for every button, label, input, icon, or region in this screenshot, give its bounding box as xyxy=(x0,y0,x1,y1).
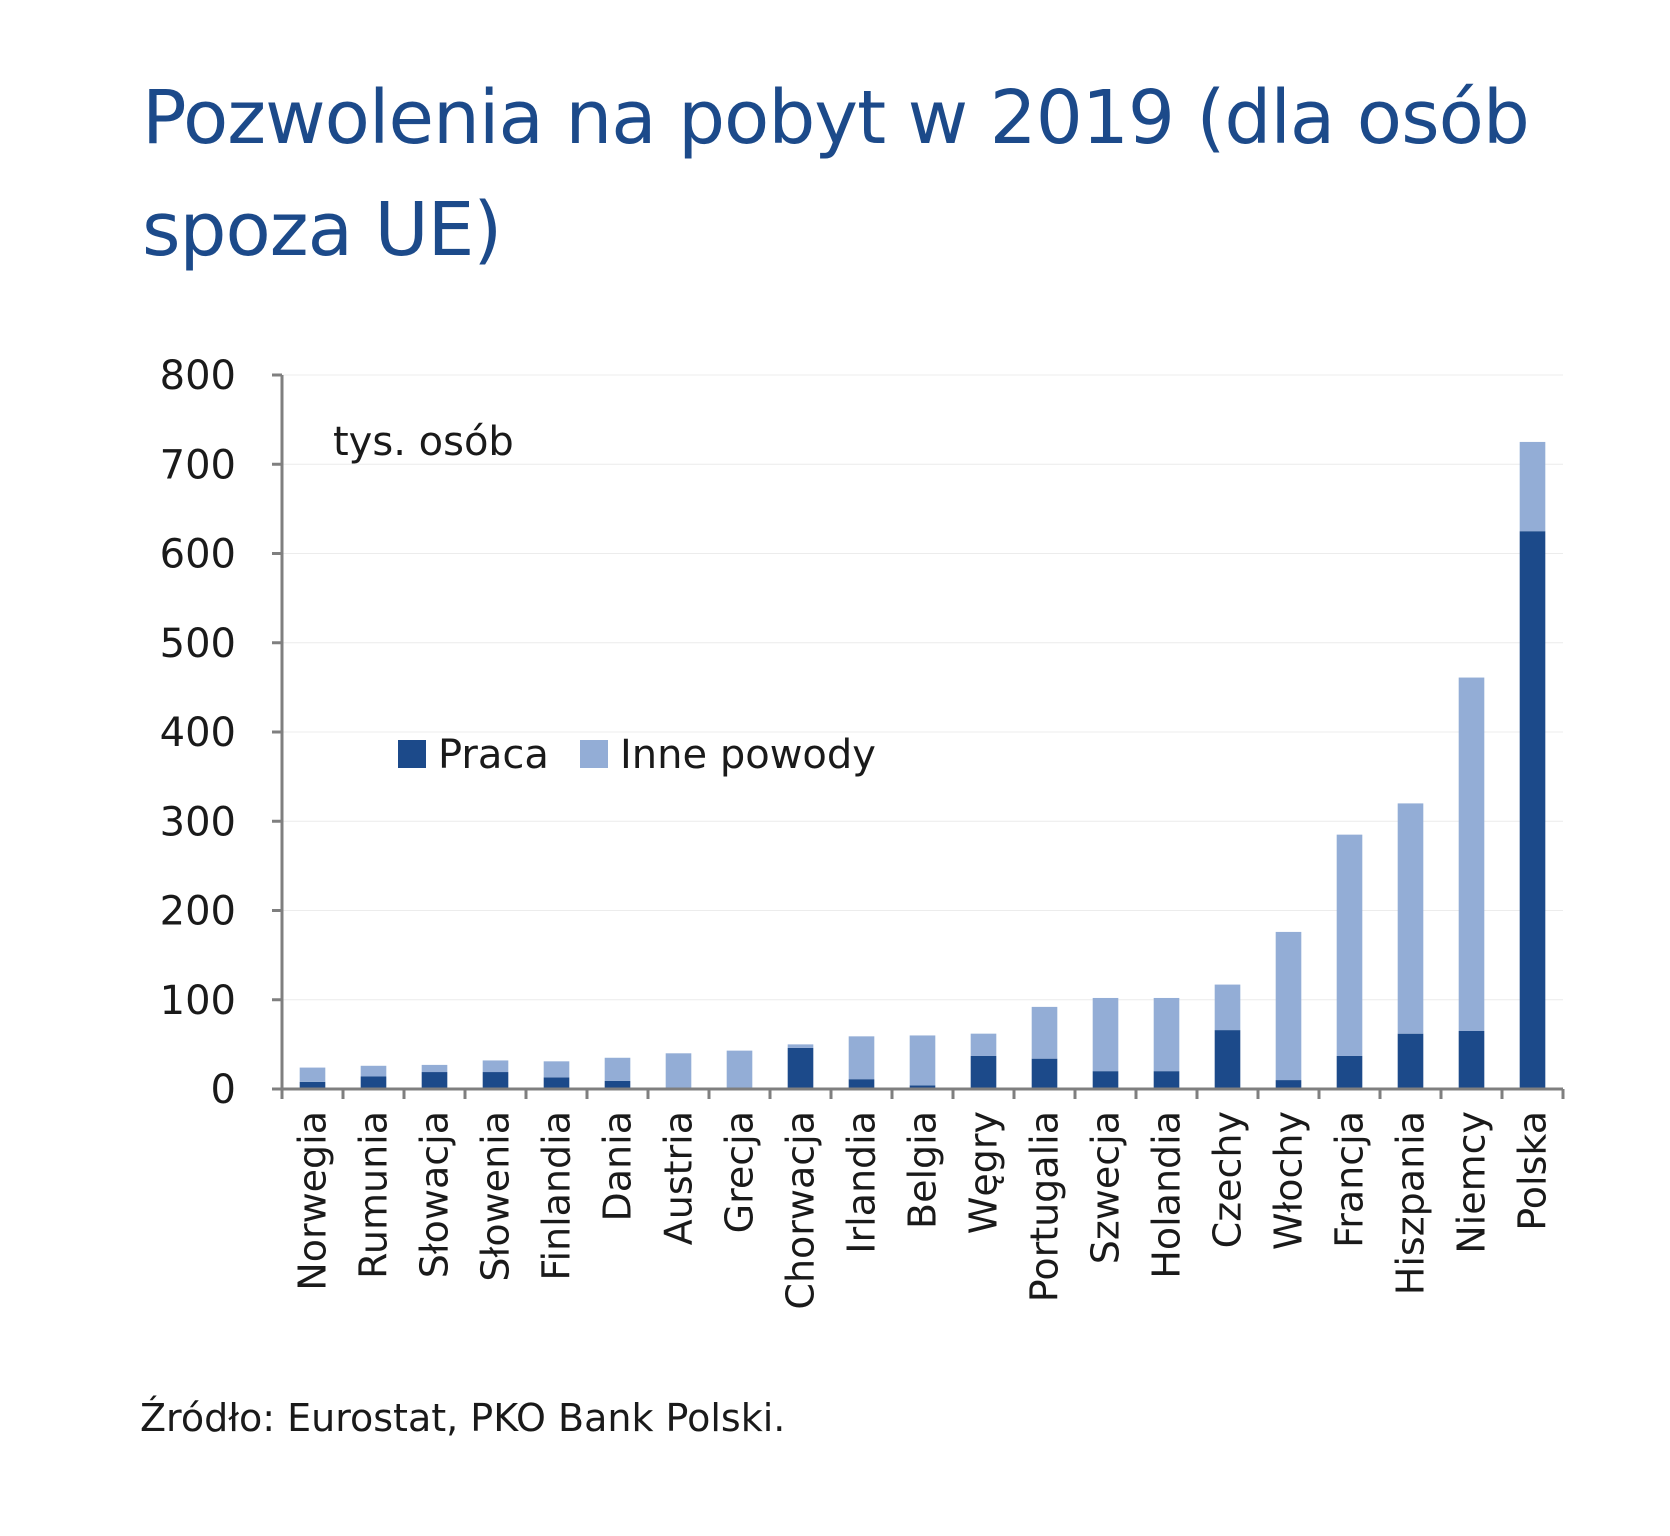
x-category-label: Belgia xyxy=(901,1111,945,1229)
legend: Praca Inne powody xyxy=(398,732,876,778)
bar-inne-powody xyxy=(299,1067,326,1082)
y-tick-label: 400 xyxy=(160,710,236,756)
y-tick-label: 700 xyxy=(160,442,236,488)
bar-praca xyxy=(299,1081,326,1089)
bar-praca xyxy=(604,1080,631,1089)
bar-inne-powody xyxy=(1336,834,1363,1056)
bar-praca xyxy=(1153,1071,1180,1089)
legend-label-praca: Praca xyxy=(438,732,549,778)
y-tick-label: 0 xyxy=(211,1067,236,1113)
x-category-label: Dania xyxy=(596,1111,640,1221)
bar-inne-powody xyxy=(1153,997,1180,1072)
bar-praca xyxy=(970,1055,997,1089)
bar-praca xyxy=(909,1085,936,1089)
x-category-label: Słowacja xyxy=(413,1111,457,1278)
bar-inne-powody xyxy=(1458,677,1485,1031)
y-tick-label: 800 xyxy=(160,353,236,399)
bar-inne-powody xyxy=(848,1036,875,1080)
bar-praca xyxy=(1031,1058,1058,1089)
bar-praca xyxy=(1519,531,1546,1089)
y-tick-label: 600 xyxy=(160,532,236,578)
bar-inne-powody xyxy=(543,1061,570,1078)
x-category-label: Austria xyxy=(657,1111,701,1245)
bar-praca xyxy=(1214,1030,1241,1089)
bar-praca xyxy=(787,1047,814,1089)
x-category-label: Słowenia xyxy=(474,1111,518,1282)
x-category-label: Hiszpania xyxy=(1389,1111,1433,1295)
bar-praca xyxy=(1092,1071,1119,1089)
bar-inne-powody xyxy=(909,1035,936,1086)
x-category-label: Włochy xyxy=(1267,1111,1311,1250)
bar-praca xyxy=(1336,1055,1363,1089)
y-tick-label: 200 xyxy=(160,889,236,935)
x-category-label: Francja xyxy=(1328,1111,1372,1248)
bar-inne-powody xyxy=(970,1033,997,1056)
bar-inne-powody xyxy=(1275,931,1302,1081)
bars xyxy=(299,441,1546,1089)
bar-inne-powody xyxy=(1031,1006,1058,1059)
x-category-label: Irlandia xyxy=(840,1111,884,1254)
y-axis-ticks: 0 100 200 300 400 500 600 700 800 xyxy=(160,353,282,1113)
bar-inne-powody xyxy=(482,1060,509,1073)
bar-praca xyxy=(1397,1033,1424,1089)
bar-praca xyxy=(1275,1080,1302,1089)
bar-praca xyxy=(1458,1030,1485,1089)
bar-inne-powody xyxy=(1214,984,1241,1031)
source-note: Źródło: Eurostat, PKO Bank Polski. xyxy=(140,1396,786,1440)
legend-swatch-praca xyxy=(398,740,426,768)
x-category-label: Czechy xyxy=(1206,1111,1250,1248)
bar-praca xyxy=(848,1079,875,1089)
bar-praca xyxy=(421,1072,448,1089)
x-axis-labels: Norwegia Rumunia Słowacja Słowenia Finlandia… xyxy=(280,1089,1565,1310)
bar-inne-powody xyxy=(787,1044,814,1048)
bar-inne-powody xyxy=(1092,997,1119,1072)
bar-inne-powody xyxy=(1397,803,1424,1034)
x-category-label: Finlandia xyxy=(535,1111,579,1281)
y-tick-label: 500 xyxy=(160,621,236,667)
bar-praca xyxy=(360,1076,387,1089)
x-category-label: Szwecja xyxy=(1084,1111,1128,1264)
x-category-label: Chorwacja xyxy=(779,1111,823,1310)
y-tick-label: 100 xyxy=(160,978,236,1024)
x-category-label: Portugalia xyxy=(1023,1111,1067,1302)
x-category-label: Rumunia xyxy=(352,1111,396,1279)
x-category-label: Norwegia xyxy=(291,1111,335,1291)
x-category-label: Węgry xyxy=(962,1111,1006,1234)
bar-inne-powody xyxy=(360,1065,387,1077)
bar-praca xyxy=(543,1077,570,1089)
bar-inne-powody xyxy=(1519,441,1546,532)
bar-praca xyxy=(482,1072,509,1089)
legend-swatch-inne-powody xyxy=(580,740,608,768)
bar-inne-powody xyxy=(604,1057,631,1081)
x-category-label: Niemcy xyxy=(1450,1111,1494,1254)
gridlines xyxy=(282,374,1563,1001)
x-category-label: Polska xyxy=(1511,1111,1555,1231)
unit-label: tys. osób xyxy=(333,419,514,465)
bar-inne-powody xyxy=(726,1050,753,1089)
legend-label-inne-powody: Inne powody xyxy=(620,732,876,778)
bar-inne-powody xyxy=(421,1064,448,1073)
chart-title: Pozwolenia na pobyt w 2019 (dla osób spo… xyxy=(142,75,1530,273)
y-tick-label: 300 xyxy=(160,799,236,845)
x-category-label: Grecja xyxy=(718,1111,762,1233)
bar-inne-powody xyxy=(665,1053,692,1089)
x-category-label: Holandia xyxy=(1145,1111,1189,1279)
